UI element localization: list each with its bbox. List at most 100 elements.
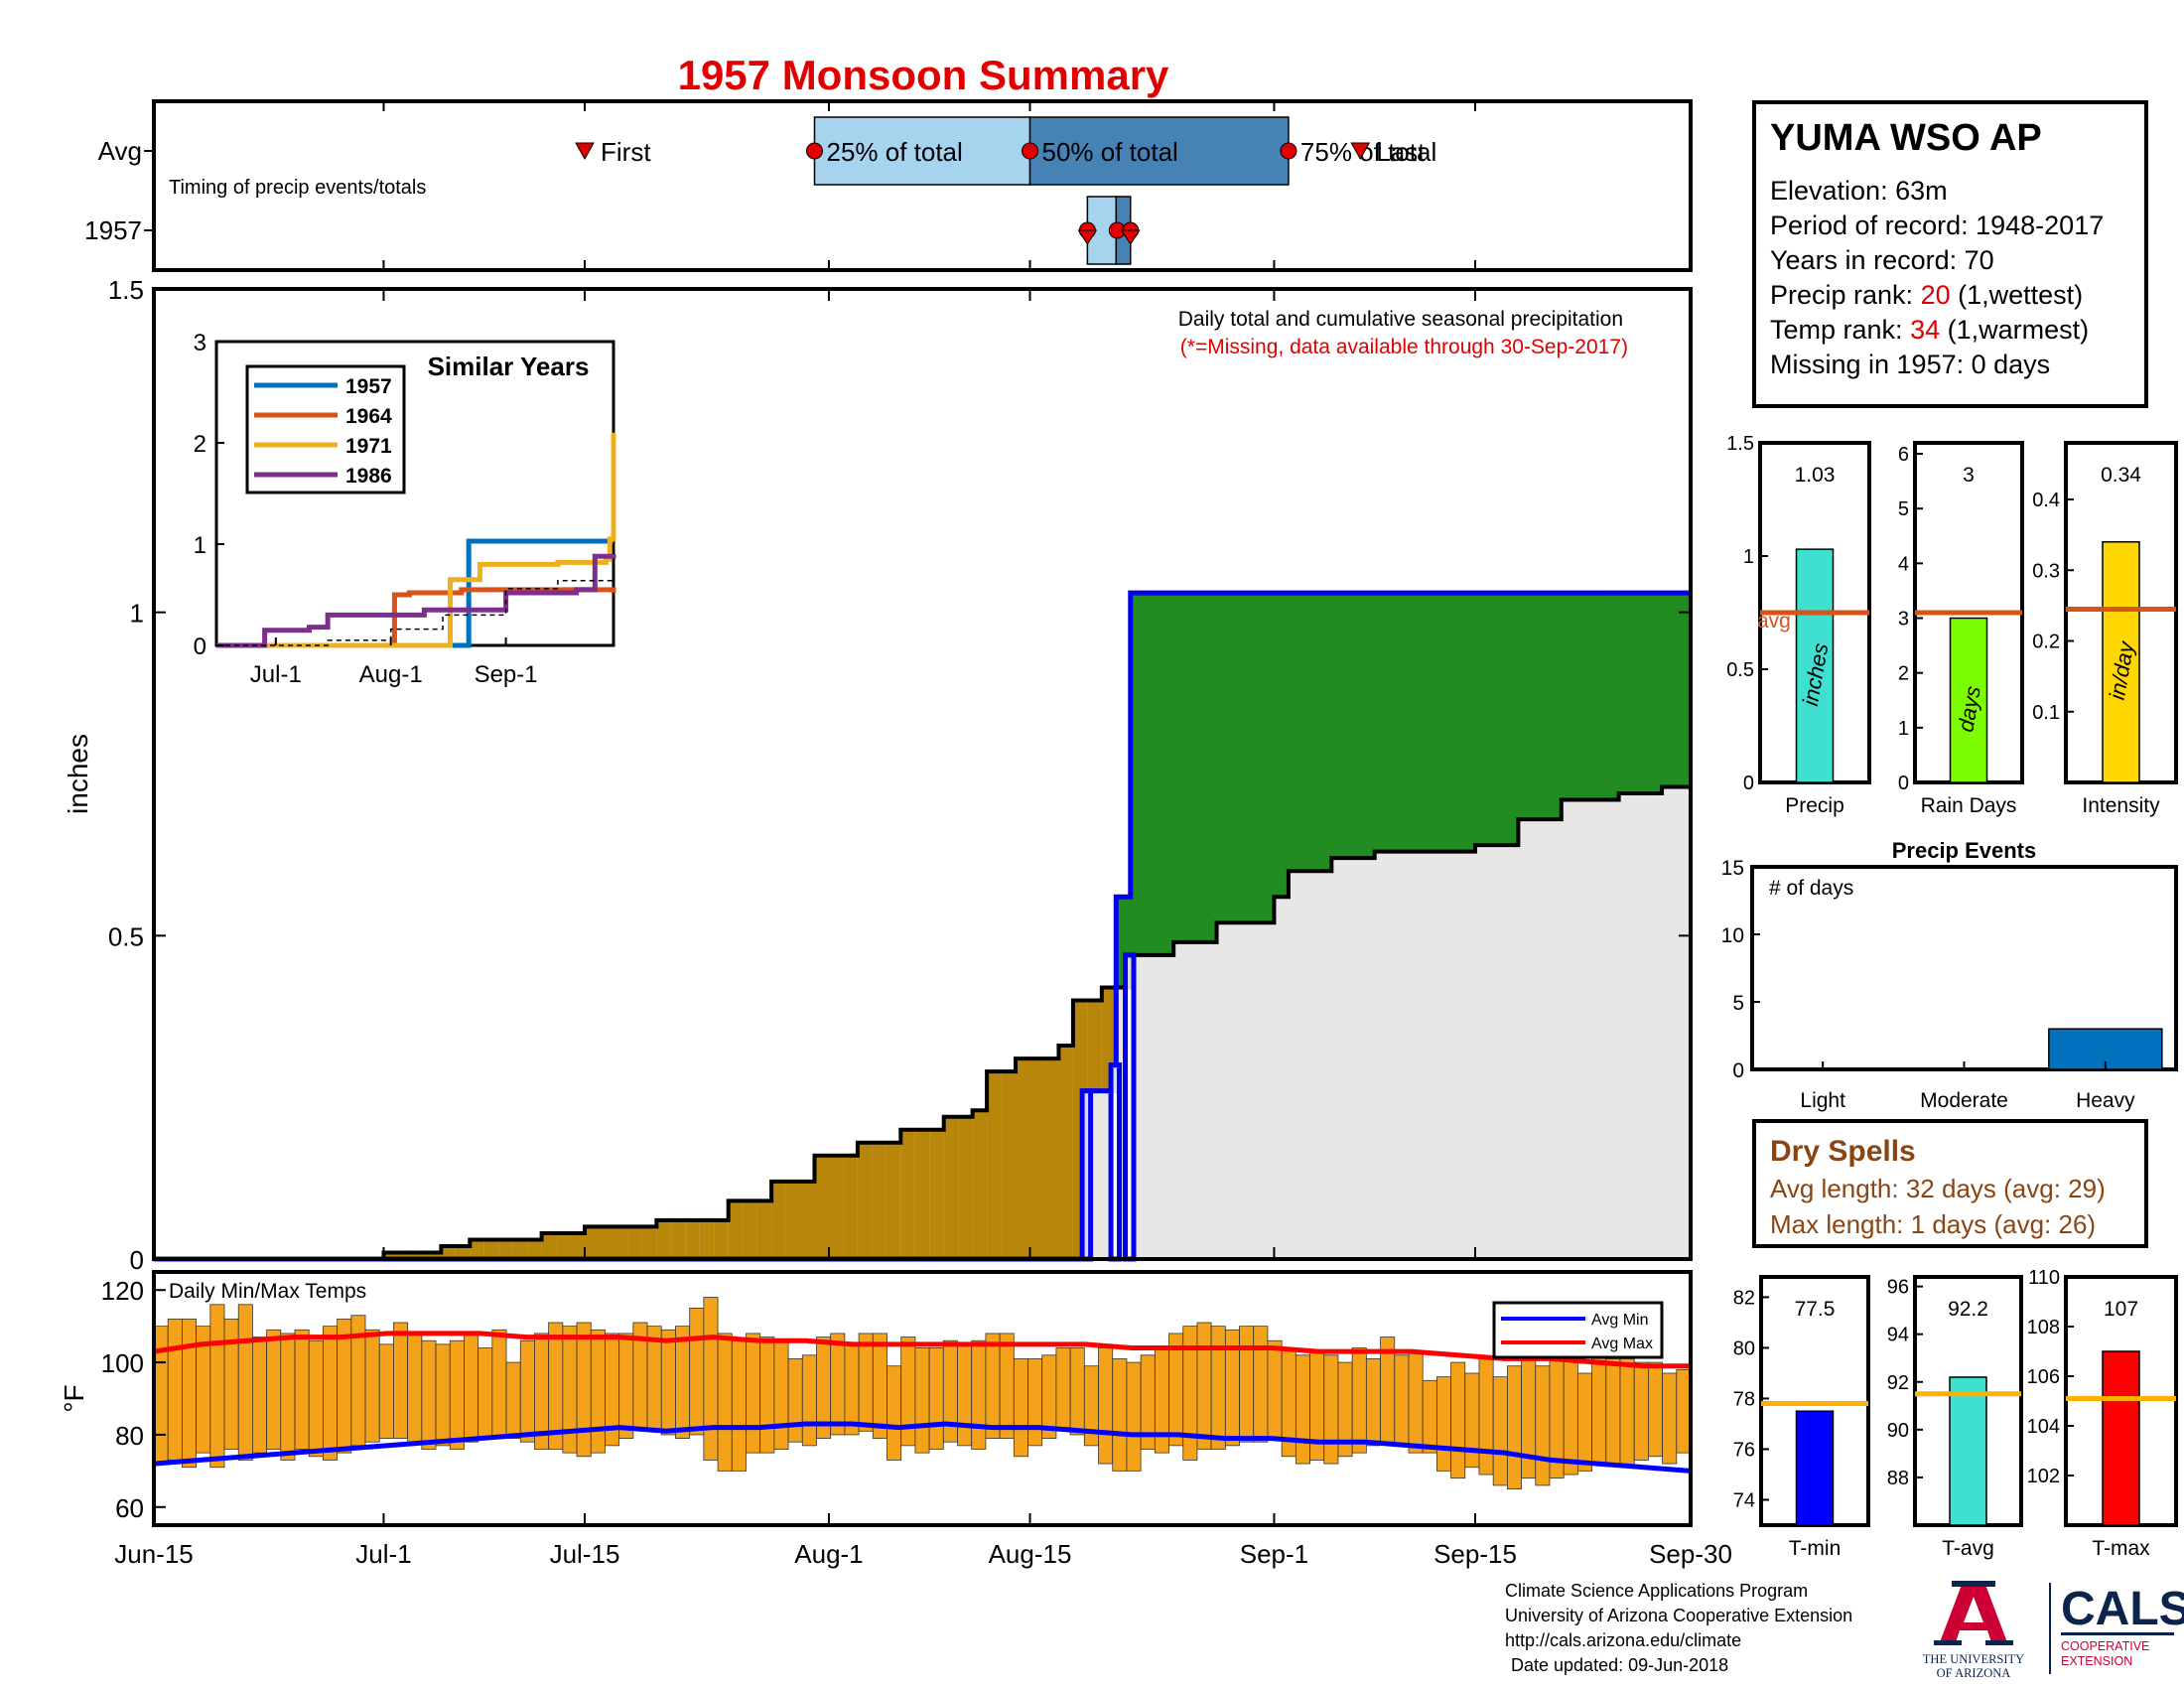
- precip-rank-note: (1,wettest): [1950, 280, 2084, 310]
- daily-precip-bar: [1079, 1088, 1094, 1262]
- deficit-area: [685, 1219, 701, 1259]
- daily-temp-bar: [364, 1329, 380, 1443]
- missing-days: Missing in 1957: 0 days: [1770, 350, 2051, 379]
- precip-bar-chart-ytick-label: 0: [1743, 773, 1754, 794]
- events-xtick-label: Moderate: [1920, 1089, 2008, 1112]
- timing-label: Timing of precip events/totals: [169, 177, 426, 199]
- avg-max-line: [153, 1331, 1691, 1369]
- avg-cumulative-area: [1159, 954, 1174, 1259]
- timing-1957-last-marker: [1120, 229, 1141, 245]
- deficit-area: [627, 1226, 643, 1259]
- avg-cumulative-area: [1331, 858, 1347, 1259]
- inset-legend-label: 1971: [345, 435, 392, 458]
- ua-a-bar-left: [1934, 1640, 1962, 1645]
- tmin-bar-chart-ytick-label: 78: [1733, 1388, 1755, 1410]
- inset-ytick-label: 2: [194, 431, 206, 458]
- precip-rank: Precip rank: 20 (1,wettest): [1770, 278, 2130, 313]
- daily-temp-bar: [1647, 1361, 1663, 1458]
- tavg-bar-chart: 88 90 92 94 96 92.2 T-avg: [1887, 1275, 2023, 1560]
- excess-area: [1145, 593, 1160, 955]
- daily-temp-bar: [505, 1361, 521, 1439]
- excess-area: [1231, 593, 1247, 923]
- excess-area: [1302, 593, 1318, 872]
- avg-cumulative-area: [1432, 851, 1447, 1259]
- daily-temp-bar: [914, 1347, 930, 1454]
- excess-area: [1604, 593, 1620, 800]
- deficit-area: [483, 1239, 499, 1259]
- daily-temp-bar: [1196, 1322, 1212, 1450]
- dry-spells-title: Dry Spells: [1770, 1135, 1916, 1168]
- daily-temp-bar: [1239, 1326, 1255, 1443]
- raindays-bar-chart-ytick-label: 2: [1898, 663, 1909, 685]
- daily-temp-bar: [1069, 1347, 1085, 1436]
- deficit-area: [470, 1239, 485, 1259]
- temp-label: Daily Min/Max Temps: [169, 1280, 366, 1303]
- intensity-bar-chart-label: Intensity: [2082, 794, 2160, 817]
- precip-bar-chart-ytick-label: 1: [1743, 546, 1754, 568]
- tavg-bar-chart-ytick-label: 94: [1887, 1325, 1909, 1346]
- tmax-bar-chart-ytick-label: 106: [2027, 1366, 2060, 1388]
- tavg-bar-chart-ytick-label: 88: [1887, 1468, 1909, 1489]
- excess-area: [1316, 593, 1332, 872]
- precip-rank-label: Precip rank:: [1770, 280, 1921, 310]
- inset-ytick-label: 0: [194, 633, 206, 660]
- intensity-bar-chart-value: 0.34: [2101, 464, 2141, 487]
- tmin-bar-chart: 74 76 78 80 82 77.5 T-min: [1733, 1275, 1870, 1560]
- deficit-area: [556, 1232, 572, 1259]
- tmin-bar-chart-label: T-min: [1789, 1537, 1842, 1560]
- temp-rank-label: Temp rank:: [1770, 315, 1911, 345]
- cals-logo: CALS COOPERATIVE EXTENSION: [2061, 1583, 2184, 1668]
- daily-temp-bar: [1492, 1376, 1508, 1486]
- daily-temp-bar: [280, 1333, 296, 1461]
- daily-temp-bar: [928, 1347, 944, 1450]
- temp-rank-value: 34: [1910, 315, 1941, 345]
- daily-temp-bar: [323, 1326, 339, 1461]
- deficit-area: [843, 1155, 859, 1259]
- tmin-bar-chart-bar: [1795, 1410, 1835, 1526]
- timing-last-marker: [1350, 142, 1371, 161]
- station-name: YUMA WSO AP: [1770, 117, 2042, 159]
- cals-line-1: COOPERATIVE: [2061, 1639, 2149, 1653]
- timing-row-1957: 1957: [84, 215, 142, 245]
- daily-temp-bar: [1422, 1379, 1437, 1454]
- avg-cumulative-area: [1145, 954, 1160, 1259]
- avg-cumulative-area: [1518, 819, 1534, 1259]
- timing-1957-first-marker: [1077, 229, 1098, 245]
- deficit-area: [785, 1181, 801, 1259]
- daily-temp-bar: [252, 1336, 268, 1454]
- avg-cumulative-area: [1345, 858, 1361, 1259]
- tavg-bar-chart-ytick-label: 92: [1887, 1372, 1909, 1394]
- daily-temp-bar: [731, 1339, 747, 1472]
- avg-cumulative-area: [1589, 799, 1605, 1259]
- main-ytick-label: 1.5: [108, 275, 144, 305]
- deficit-area: [498, 1239, 514, 1259]
- main-annotation-missing: (*=Missing, data available through 30-Se…: [1180, 336, 1628, 358]
- daily-temp-bar: [858, 1333, 874, 1432]
- intensity-bar-chart-ytick-label: 0.3: [2032, 560, 2060, 582]
- xtick-label: Sep-30: [1649, 1539, 1732, 1569]
- deficit-area: [972, 1110, 988, 1259]
- daily-temp-bar: [660, 1329, 676, 1436]
- university-logos: THE UNIVERSITY OF ARIZONA CALS COOPERATI…: [1923, 1581, 2184, 1680]
- excess-area: [1432, 593, 1447, 852]
- daily-temp-bar: [1450, 1361, 1466, 1479]
- raindays-bar-chart-ytick-label: 0: [1898, 773, 1909, 794]
- avg-min-line: [153, 1421, 1692, 1474]
- avg-cumulative-area: [1575, 799, 1591, 1259]
- daily-temp-bar: [703, 1297, 719, 1461]
- tmin-bar-chart-ytick-label: 74: [1733, 1489, 1755, 1511]
- daily-temp-bar: [1112, 1358, 1128, 1472]
- similar-years-inset: 0 1 2 3 Jul-1 Aug-1 Sep-1 Similar Years 1957 1964…: [194, 330, 616, 688]
- avg-cumulative-area: [1489, 845, 1505, 1259]
- avg-cumulative-area: [1474, 845, 1490, 1259]
- ua-a-bar-top: [1952, 1581, 1995, 1587]
- excess-area: [1589, 593, 1605, 800]
- raindays-bar-chart-bar: [1949, 617, 1988, 783]
- avg-cumulative-area: [1503, 845, 1519, 1259]
- precip-bar-chart-ytick-label: 0.5: [1726, 659, 1754, 681]
- avg-cumulative-area: [1662, 786, 1678, 1259]
- deficit-area: [814, 1155, 830, 1259]
- daily-temp-bar: [308, 1339, 324, 1458]
- daily-temp-bar: [1055, 1347, 1071, 1429]
- deficit-area: [756, 1200, 772, 1259]
